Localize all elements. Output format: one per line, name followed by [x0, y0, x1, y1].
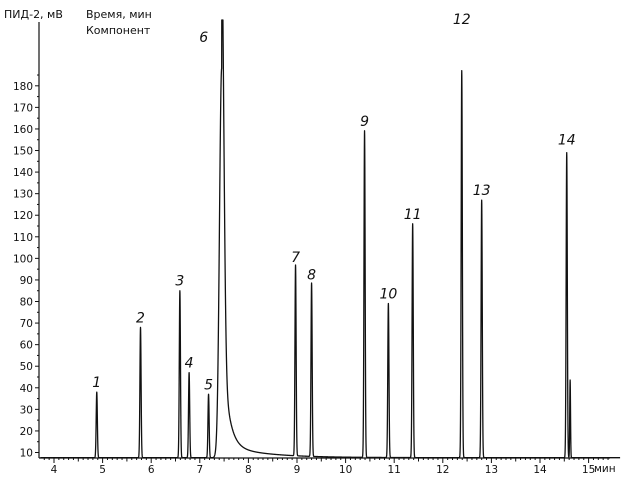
peak-label-7: 7 — [291, 250, 300, 266]
y-tick-label: 150 — [13, 146, 33, 158]
legend-time: Время, мин — [86, 8, 152, 21]
y-tick-label: 40 — [20, 383, 33, 395]
x-tick-label: 4 — [51, 464, 58, 476]
y-tick-label: 110 — [13, 232, 33, 244]
x-tick-label: 8 — [245, 464, 252, 476]
x-tick-label: 7 — [196, 464, 203, 476]
x-tick-label: 6 — [148, 464, 155, 476]
y-tick-label: 60 — [20, 340, 33, 352]
peak-label-5: 5 — [204, 377, 213, 393]
peak-label-12: 12 — [453, 12, 471, 28]
y-tick-label: 160 — [13, 124, 33, 136]
x-tick-label: 15 — [582, 464, 595, 476]
peak-label-13: 13 — [473, 183, 491, 199]
y-tick-label: 120 — [13, 210, 33, 222]
y-tick-label: 170 — [13, 102, 33, 114]
y-tick-label: 20 — [20, 426, 33, 438]
peak-label-3: 3 — [175, 274, 184, 290]
peak-label-1: 1 — [92, 375, 101, 391]
peak-label-8: 8 — [307, 267, 316, 283]
y-tick-label: 70 — [20, 318, 33, 330]
peak-label-2: 2 — [136, 310, 145, 326]
peak-label-4: 4 — [185, 356, 194, 372]
chromatogram-trace — [39, 19, 621, 459]
x-tick-label: 10 — [339, 464, 352, 476]
y-tick-label: 50 — [20, 361, 33, 373]
y-ticks: 10 20 30 40 50 60 70 80 90 100 110 120 130 140 150 160 1… — [13, 74, 39, 460]
x-tick-label: 13 — [485, 464, 498, 476]
y-tick-label: 80 — [20, 297, 33, 309]
y-tick-label: 130 — [13, 189, 33, 201]
peak-label-10: 10 — [379, 287, 397, 303]
y-tick-label: 180 — [13, 81, 33, 93]
axes — [38, 22, 610, 459]
x-ticks: 4 5 6 7 8 9 10 11 12 13 14 15 — [43, 458, 609, 476]
x-tick-label: 11 — [388, 464, 401, 476]
peak-label-6: 6 — [199, 30, 208, 46]
x-tick-label: 14 — [533, 464, 547, 476]
x-tick-label: 5 — [99, 464, 106, 476]
y-tick-label: 10 — [20, 448, 33, 460]
y-tick-label: 140 — [13, 167, 33, 179]
x-tick-label: 12 — [436, 464, 449, 476]
x-tick-label: 9 — [294, 464, 301, 476]
y-axis-title: ПИД-2, мВ — [4, 8, 63, 21]
peak-label-11: 11 — [404, 207, 422, 223]
peak-label-14: 14 — [558, 133, 576, 149]
y-tick-label: 30 — [20, 404, 33, 416]
y-tick-label: 90 — [20, 275, 33, 287]
legend-component: Компонент — [86, 24, 151, 37]
y-tick-label: 100 — [13, 253, 33, 265]
x-axis-unit: мин — [594, 463, 616, 475]
peak-label-9: 9 — [360, 114, 369, 130]
